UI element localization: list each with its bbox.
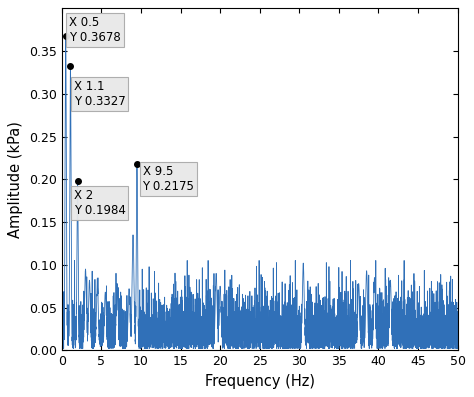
X-axis label: Frequency (Hz): Frequency (Hz) [205, 374, 315, 389]
Text: X 0.5
Y 0.3678: X 0.5 Y 0.3678 [69, 16, 120, 44]
Text: X 1.1
Y 0.3327: X 1.1 Y 0.3327 [73, 80, 126, 108]
Text: X 9.5
Y 0.2175: X 9.5 Y 0.2175 [143, 165, 194, 193]
Y-axis label: Amplitude (kPa): Amplitude (kPa) [9, 121, 23, 238]
Text: X 2
Y 0.1984: X 2 Y 0.1984 [73, 189, 126, 217]
